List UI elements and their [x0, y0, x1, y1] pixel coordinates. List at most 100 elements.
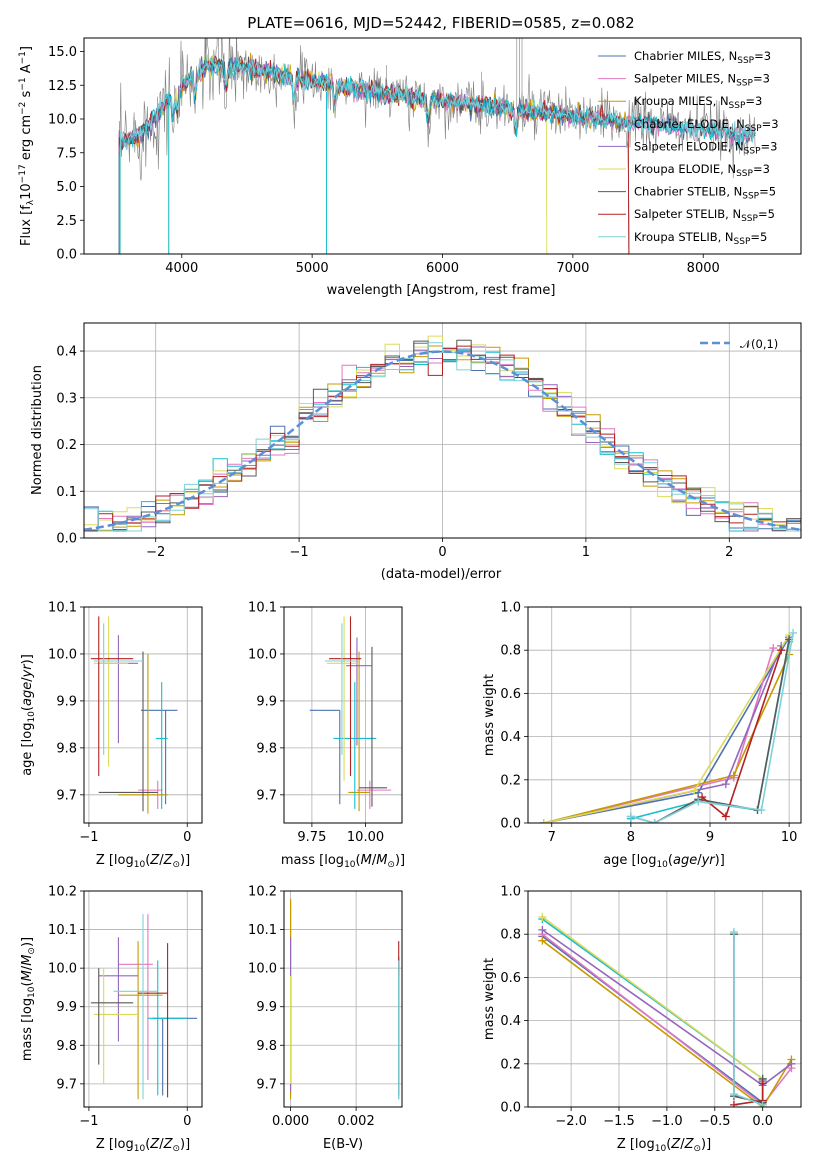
x-axis-label: (data-model)/error	[381, 567, 502, 582]
y-tick-label: 2.5	[56, 214, 77, 229]
y-tick-label: 10.1	[48, 601, 77, 616]
normal-curve	[84, 350, 801, 532]
weight-marker	[538, 925, 547, 934]
x-tick-label: 0.000	[272, 1114, 309, 1129]
weight-marker	[777, 646, 786, 655]
y-tick-label: 0.8	[500, 644, 521, 659]
plot-area-residuals	[84, 335, 801, 532]
weight-line	[543, 636, 790, 823]
legend-subscript: SSP	[744, 146, 761, 156]
y-tick-label: 0.4	[56, 345, 77, 360]
y-tick-label: 9.7	[256, 788, 277, 803]
y-tick-label: 0.0	[500, 817, 521, 832]
y-tick-label: 10.1	[248, 923, 277, 938]
y-tick-label: 10.0	[248, 647, 277, 662]
weight-marker	[538, 912, 547, 921]
legend-value: =3	[754, 49, 771, 63]
x-tick-label: −1.5	[603, 1114, 635, 1129]
legend: Chabrier MILES, NSSP=3 Salpeter MILES, NS…	[598, 49, 779, 247]
weight-marker	[650, 819, 659, 823]
y-tick-label: 12.5	[48, 79, 77, 94]
legend-label: Kroupa STELIB, NSSP=5	[634, 230, 767, 247]
plot-area-age-weight	[539, 628, 798, 823]
weight-marker	[690, 786, 699, 795]
y-tick-label: 0.0	[500, 1101, 521, 1116]
legend-subscript: SSP	[741, 214, 758, 224]
weight-marker	[721, 812, 730, 821]
weight-marker	[721, 780, 730, 789]
y-tick-label: 9.7	[256, 1077, 277, 1092]
y-tick-label: 0.8	[500, 928, 521, 943]
plot-area-spectrum	[118, 38, 756, 254]
y-tick-label: 9.9	[256, 1000, 277, 1015]
legend-subscript: SSP	[745, 124, 762, 134]
plot-area-z-mass	[90, 914, 198, 1100]
y-tick-label: 0.2	[500, 1057, 521, 1072]
weight-marker	[698, 793, 707, 802]
weight-line	[733, 934, 764, 1104]
weight-marker	[729, 1100, 738, 1107]
axes-frame	[83, 890, 203, 1108]
plot-area-z-age	[90, 616, 178, 814]
y-tick-label: 10.0	[48, 962, 77, 977]
legend-label: Chabrier MILES, NSSP=3	[634, 49, 771, 66]
panel-age-weight: 7 8 9 10 0.0 0.2 0.4 0.6 0.8 1.0 age [log10(age/yr…	[482, 601, 802, 870]
weight-marker	[729, 928, 738, 937]
panel-spectrum: 4000 5000 6000 7000 8000 0.0 2.5 5.0 7.5 10.0 12.5…	[18, 37, 802, 298]
y-tick-label: 10.1	[248, 601, 277, 616]
legend-value: =5	[758, 207, 775, 221]
axes-frame	[283, 890, 403, 1108]
legend-label: Salpeter STELIB, NSSP=5	[634, 207, 775, 224]
axes-frame	[527, 606, 802, 824]
x-tick-label: −2.0	[555, 1114, 587, 1129]
x-tick-label: 6000	[426, 261, 459, 276]
x-axis-label: age [log10(age/yr)]	[603, 853, 725, 870]
y-tick-label: 0.6	[500, 971, 521, 986]
y-tick-label: 9.7	[56, 788, 77, 803]
y-tick-label: 0.4	[500, 730, 521, 745]
x-tick-label: 5000	[296, 261, 329, 276]
panel-z-weight: −2.0 −1.5 −1.0 −0.5 0.0 0.0 0.2 0.4 0.6 0.8 1.0 Z […	[482, 885, 802, 1154]
x-tick-label: 10.00	[347, 830, 384, 845]
panel-ebv-mass: 0.000 0.002 9.7 9.8 9.9 10.0 10.1 10.2 E(B-V)	[248, 885, 403, 1152]
legend-subscript: SSP	[737, 56, 754, 66]
weight-marker	[538, 936, 547, 945]
x-axis-label: Z [log10(Z/Z⊙)]	[617, 1137, 711, 1154]
x-axis-label: Z [log10(Z/Z⊙)]	[96, 853, 190, 870]
legend-value: =5	[750, 230, 767, 244]
y-tick-label: 9.9	[56, 694, 77, 709]
y-tick-label: 5.0	[56, 180, 77, 195]
y-axis-label: age [log10(age/yr)]	[20, 654, 37, 776]
y-tick-label: 10.2	[248, 885, 277, 900]
x-axis-label: E(B-V)	[323, 1137, 363, 1152]
weight-line	[543, 647, 775, 823]
weight-line	[543, 634, 790, 823]
weight-marker	[758, 1100, 767, 1107]
y-tick-label: 10.0	[248, 962, 277, 977]
spectrum-model-line	[118, 55, 756, 254]
weight-marker	[694, 797, 703, 806]
legend-subscript: SSP	[736, 79, 753, 89]
weight-marker	[729, 1090, 738, 1099]
y-tick-label: 9.8	[256, 741, 277, 756]
weight-line	[543, 645, 782, 823]
weight-marker	[729, 771, 738, 780]
y-tick-label: 9.9	[256, 694, 277, 709]
x-tick-label: 10	[781, 830, 798, 845]
y-tick-label: 10.2	[48, 885, 77, 900]
y-tick-label: 9.7	[56, 1077, 77, 1092]
x-tick-label: 9.75	[297, 830, 326, 845]
x-tick-label: 9	[706, 830, 714, 845]
y-axis-label: mass [log10(M/M⊙)]	[20, 937, 37, 1061]
x-tick-label: 7	[548, 830, 556, 845]
legend-value: =3	[761, 139, 778, 153]
legend-subscript: SSP	[734, 237, 751, 247]
y-tick-label: 0.1	[56, 485, 77, 500]
y-axis-label: Normed distribution	[30, 365, 45, 495]
x-tick-label: 0	[438, 545, 446, 560]
legend-value: =3	[753, 162, 770, 176]
y-tick-label: 15.0	[48, 45, 77, 60]
x-tick-label: −2	[146, 545, 165, 560]
axes-frame	[83, 606, 203, 824]
